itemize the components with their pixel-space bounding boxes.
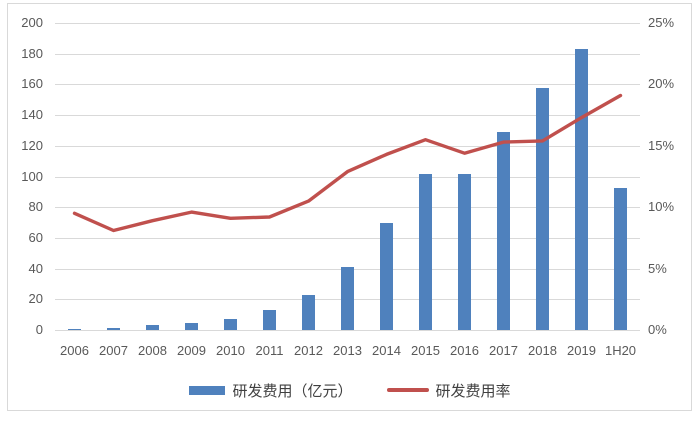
gridline xyxy=(55,207,640,208)
gridline xyxy=(55,84,640,85)
right-axis-tick: 5% xyxy=(648,261,667,276)
bar-2009 xyxy=(185,323,198,330)
right-axis-tick: 10% xyxy=(648,199,675,214)
x-axis-label-2012: 2012 xyxy=(294,343,323,358)
bar-2007 xyxy=(107,328,120,330)
left-axis-tick: 200 xyxy=(21,15,43,30)
bar-2010 xyxy=(224,319,237,330)
x-axis-label-2015: 2015 xyxy=(411,343,440,358)
x-axis-label-2017: 2017 xyxy=(489,343,518,358)
gridline xyxy=(55,146,640,147)
gridline xyxy=(55,23,640,24)
left-axis: 0 20 40 60 80 100 120 140 160 180 200 xyxy=(0,15,43,337)
legend-label-rd-rate: 研发费用率 xyxy=(435,382,511,400)
right-axis-tick: 20% xyxy=(648,76,675,91)
left-axis-tick: 80 xyxy=(28,199,43,214)
legend-label-rd-expense: 研发费用（亿元） xyxy=(232,382,353,400)
left-axis-tick: 0 xyxy=(35,322,43,337)
bar-2017 xyxy=(497,132,510,330)
x-axis-label-2007: 2007 xyxy=(99,343,128,358)
gridline xyxy=(55,115,640,116)
left-axis-tick: 40 xyxy=(28,261,43,276)
right-axis-tick: 15% xyxy=(648,138,675,153)
bar-2016 xyxy=(458,174,471,330)
x-axis-label-1H20: 1H20 xyxy=(604,343,637,358)
right-axis-tick: 0% xyxy=(648,322,667,337)
left-axis-tick: 180 xyxy=(21,46,43,61)
bar-2013 xyxy=(341,267,354,330)
gridline xyxy=(55,54,640,55)
legend-item-rd-rate: 研发费用率 xyxy=(386,380,511,401)
x-axis: 2006 2007 2008 2009 2010 2011 2012 2013 2014 2015… xyxy=(55,343,640,359)
rate-line-layer xyxy=(72,93,623,233)
bar-2012 xyxy=(302,295,315,330)
x-axis-label-2013: 2013 xyxy=(333,343,362,358)
left-axis-tick: 20 xyxy=(28,291,43,306)
left-axis-tick: 140 xyxy=(21,107,43,122)
bar-1H20 xyxy=(614,188,627,330)
left-axis-tick: 100 xyxy=(21,169,43,184)
rate-line xyxy=(72,93,623,233)
legend-line-swatch-icon xyxy=(386,388,429,392)
bar-2008 xyxy=(146,325,159,330)
legend-bar-swatch-icon xyxy=(189,385,226,395)
x-axis-label-2008: 2008 xyxy=(138,343,167,358)
right-axis-tick: 25% xyxy=(648,15,675,30)
left-axis-tick: 60 xyxy=(28,230,43,245)
bar-2018 xyxy=(536,88,549,330)
gridline xyxy=(55,238,640,239)
x-axis-label-2014: 2014 xyxy=(372,343,401,358)
x-axis-label-2006: 2006 xyxy=(60,343,89,358)
x-axis-label-2018: 2018 xyxy=(528,343,557,358)
x-axis-label-2010: 2010 xyxy=(216,343,245,358)
plot-area xyxy=(55,23,640,331)
gridline xyxy=(55,177,640,178)
left-axis-tick: 160 xyxy=(21,76,43,91)
right-axis: 0% 5% 10% 15% 20% 25% xyxy=(648,15,696,337)
x-axis-label-2019: 2019 xyxy=(567,343,596,358)
bar-2011 xyxy=(263,310,276,330)
bar-2014 xyxy=(380,223,393,330)
x-axis-label-2009: 2009 xyxy=(177,343,206,358)
left-axis-tick: 120 xyxy=(21,138,43,153)
bar-2015 xyxy=(419,174,432,330)
legend-item-rd-expense: 研发费用（亿元） xyxy=(189,380,353,401)
bar-2006 xyxy=(68,329,81,330)
gridline xyxy=(55,330,640,331)
legend: 研发费用（亿元） 研发费用率 xyxy=(0,378,700,402)
x-axis-label-2016: 2016 xyxy=(450,343,479,358)
x-axis-label-2011: 2011 xyxy=(255,343,284,358)
